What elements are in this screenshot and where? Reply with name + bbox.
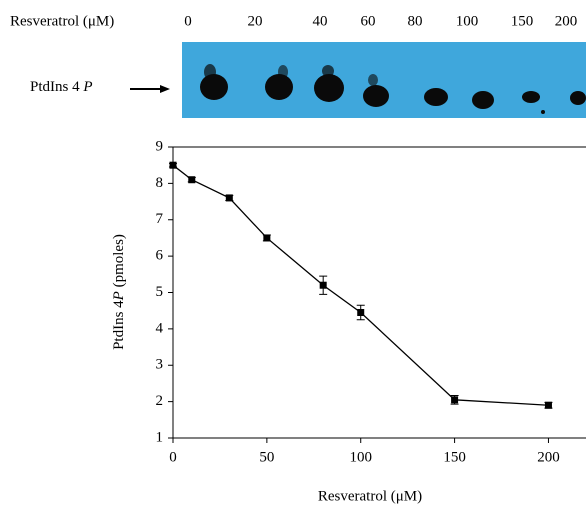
y-tick-label: 8	[156, 175, 164, 191]
x-tick-label: 100	[349, 449, 372, 465]
lane-label: 80	[408, 13, 423, 29]
label-part: PtdIns 4	[111, 300, 127, 350]
line	[172, 164, 549, 406]
label-part: PtdIns 4	[30, 79, 83, 95]
y-tick-label: 4	[156, 320, 164, 336]
label-part: (pmoles)	[111, 234, 127, 291]
y-tick-label: 1	[156, 429, 164, 445]
blot-spots	[200, 64, 586, 114]
y-tick-label: 2	[156, 393, 164, 409]
arrow-head	[160, 85, 170, 93]
y-tick-label: 3	[156, 357, 164, 373]
lane-label: 200	[555, 13, 578, 29]
lane-label: 0	[184, 13, 192, 29]
lane-label: 150	[511, 13, 534, 29]
blot	[182, 42, 586, 118]
marker	[357, 309, 365, 317]
x-tick-label: 150	[443, 449, 466, 465]
y-tick-label: 9	[156, 138, 164, 154]
label-part: P	[82, 79, 92, 95]
y-tick-label: 7	[156, 211, 164, 227]
marker	[263, 234, 271, 242]
y-tick-label: 5	[156, 284, 164, 300]
marker	[451, 396, 459, 404]
x-tick-label: 0	[169, 449, 177, 465]
marker	[169, 161, 177, 169]
x-axis-title: Resveratrol (μM)	[318, 488, 422, 504]
x-tick-label: 50	[259, 449, 274, 465]
marker	[225, 194, 233, 202]
x-tick-label: 200	[537, 449, 560, 465]
marker	[319, 281, 327, 289]
blot-axis-label: Resveratrol (μM)	[10, 13, 114, 29]
marker	[188, 176, 196, 184]
marker	[544, 401, 552, 409]
y-axis-title: PtdIns 4P (pmoles)	[111, 234, 127, 350]
lane-label: 60	[361, 13, 376, 29]
label-part: P	[111, 291, 127, 301]
y-tick-label: 6	[156, 248, 164, 264]
lane-label: 40	[313, 13, 328, 29]
blot-band-label: PtdIns 4 P	[30, 79, 93, 95]
lane-label: 20	[248, 13, 263, 29]
lane-label: 100	[456, 13, 479, 29]
